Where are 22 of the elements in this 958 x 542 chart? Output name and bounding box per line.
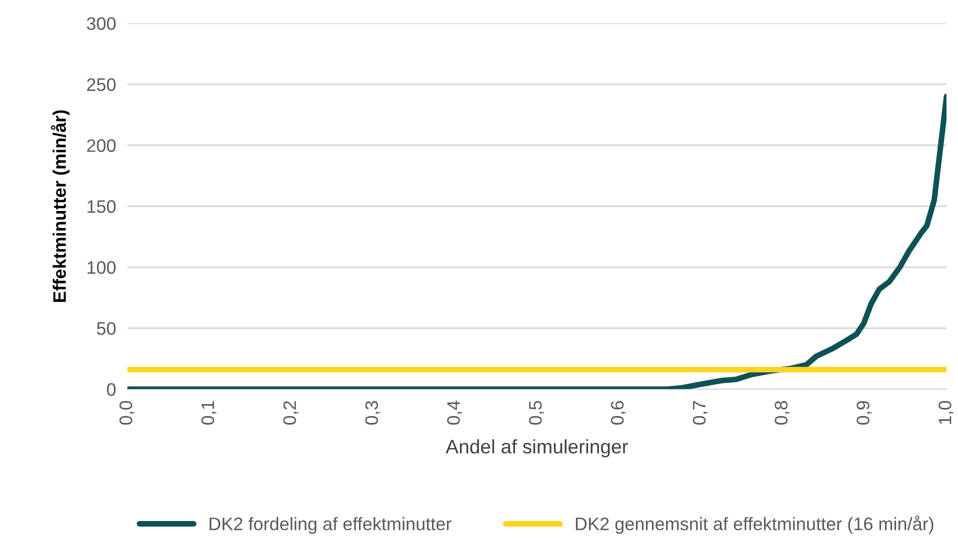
y-tick-label: 0 <box>106 383 116 396</box>
legend-label: DK2 fordeling af effektminutter <box>210 517 452 534</box>
y-tick-label: 150 <box>88 200 116 213</box>
y-tick-label: 250 <box>87 78 116 91</box>
x-tick-label: 0,7 <box>692 401 708 425</box>
y-tick-label: 100 <box>88 261 116 274</box>
x-tick-label: 0,9 <box>856 401 872 425</box>
x-tick-label: 0,6 <box>610 401 626 425</box>
x-axis-title: Andel af simuleringer <box>446 439 628 458</box>
y-tick-label: 50 <box>96 322 116 335</box>
x-tick-label: 0,0 <box>119 400 134 425</box>
x-tick-label: 0,3 <box>365 401 380 425</box>
y-tick-label: 300 <box>86 17 116 30</box>
x-tick-label: 0,2 <box>283 401 298 425</box>
x-tick-label: 0,5 <box>529 401 544 425</box>
y-axis-title: Effektminutter (min/år) <box>50 110 70 302</box>
y-tick-label: 200 <box>87 139 116 152</box>
x-tick-label: 0,4 <box>447 400 462 425</box>
legend-label: DK2 gennemsnit af effektminutter (16 min/år) <box>576 516 934 534</box>
x-tick-label: 1,0 <box>938 400 954 424</box>
x-tick-label: 0,1 <box>201 401 216 425</box>
x-tick-label: 0,8 <box>774 401 790 425</box>
